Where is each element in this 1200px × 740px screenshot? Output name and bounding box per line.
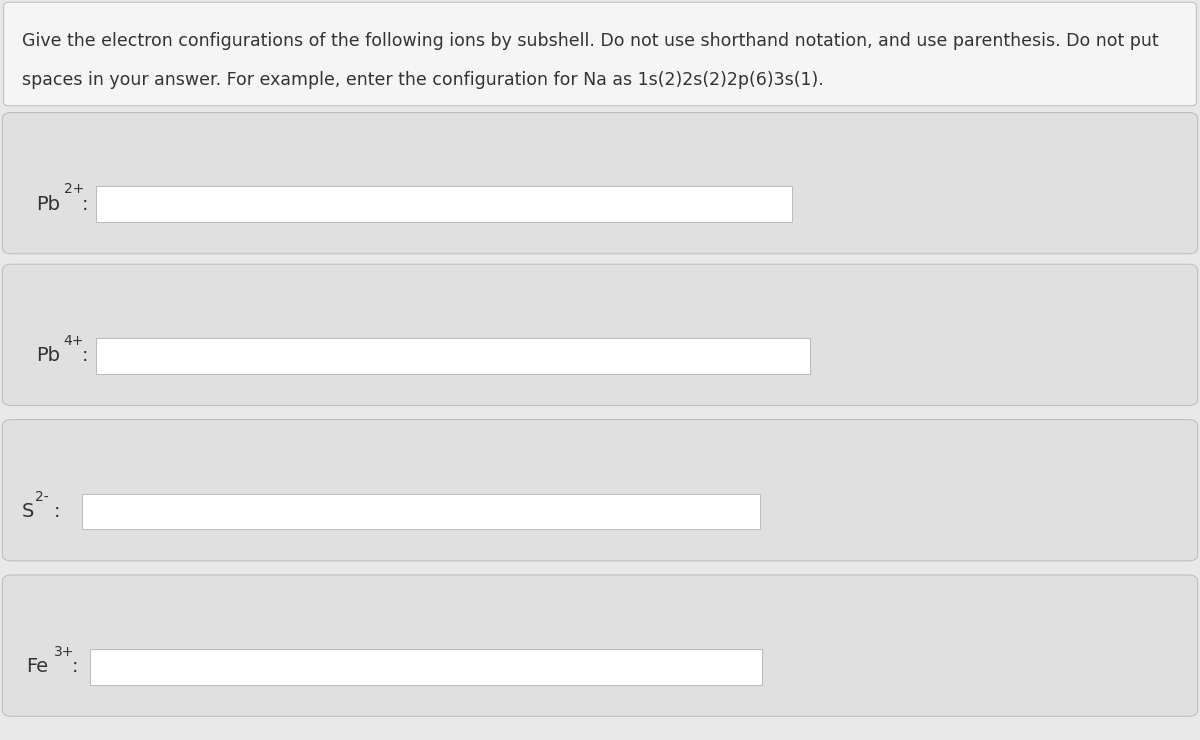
Text: spaces in your answer. For example, enter the configuration for Na as 1s(2)2s(2): spaces in your answer. For example, ente… [22,71,823,89]
Text: Fe: Fe [26,657,48,676]
FancyBboxPatch shape [82,494,760,529]
Text: 2+: 2+ [64,183,84,196]
Text: :: : [82,346,88,366]
Text: 2-: 2- [36,490,49,503]
FancyBboxPatch shape [2,575,1198,716]
Text: Give the electron configurations of the following ions by subshell. Do not use s: Give the electron configurations of the … [22,32,1158,50]
Text: :: : [54,502,60,521]
Text: Pb: Pb [36,195,60,214]
FancyBboxPatch shape [2,112,1198,254]
Text: Pb: Pb [36,346,60,366]
FancyBboxPatch shape [2,420,1198,561]
Text: :: : [72,657,78,676]
FancyBboxPatch shape [90,649,762,684]
FancyBboxPatch shape [96,338,810,374]
Text: 4+: 4+ [64,334,84,348]
FancyBboxPatch shape [2,264,1198,406]
FancyBboxPatch shape [96,186,792,222]
Text: 3+: 3+ [54,645,74,659]
FancyBboxPatch shape [4,2,1196,106]
Text: S: S [22,502,34,521]
Text: :: : [82,195,88,214]
